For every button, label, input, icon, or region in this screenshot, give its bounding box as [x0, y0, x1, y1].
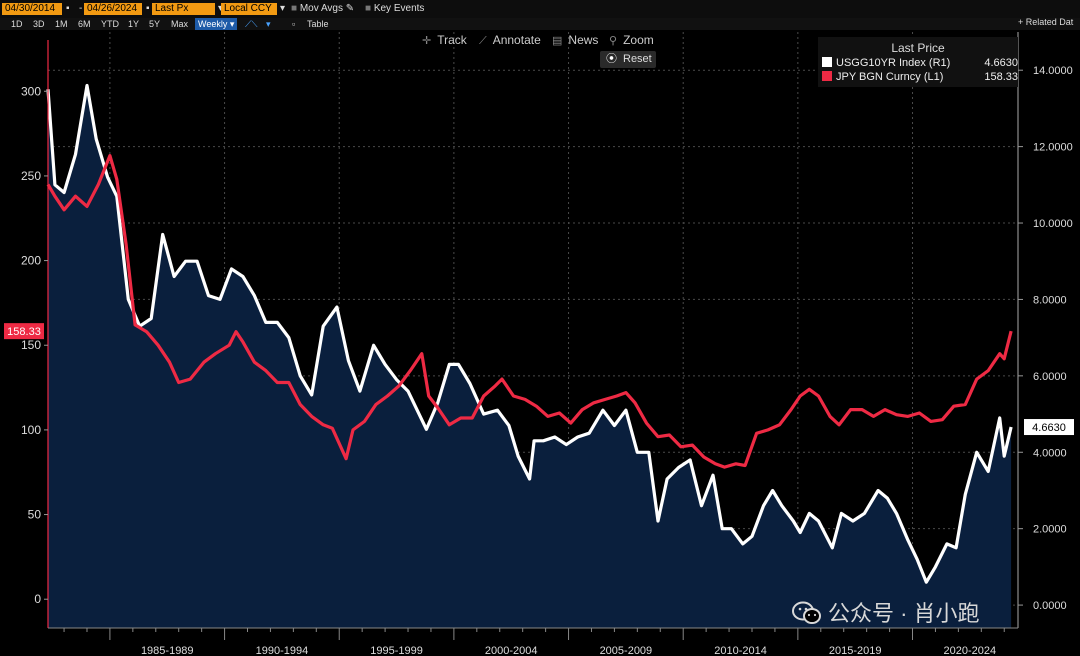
legend-name: JPY BGN Curncy (L1) [836, 71, 944, 83]
period-max[interactable]: Max [171, 19, 189, 29]
key-events-toggle[interactable]: ■ Key Events [362, 3, 427, 15]
legend-swatch [822, 71, 832, 81]
pencil-icon: ✎ [345, 3, 355, 14]
reset-button[interactable]: ⦿ Reset [600, 51, 656, 68]
right-tick-label: 8.0000 [1033, 294, 1067, 306]
watermark: 公众号 · 肖小跑 [792, 596, 980, 628]
period-3d[interactable]: 3D [33, 19, 45, 29]
top-toolbar: 04/30/2014 ▪ - 04/26/2024 ▪ Last Px ▾ Lo… [0, 0, 1080, 18]
annotate-button[interactable]: ⟋ Annotate [475, 31, 547, 49]
watermark-text: 公众号 · 肖小跑 [828, 601, 980, 626]
right-tick-label: 0.0000 [1033, 600, 1067, 612]
x-tick-label: 1990-1994 [256, 645, 309, 656]
x-tick-label: 2005-2009 [600, 645, 653, 656]
field-select[interactable]: Last Px [152, 3, 215, 15]
left-value-badge-text: 158.33 [7, 326, 41, 338]
annotate-label: Annotate [492, 33, 541, 47]
legend-swatch [822, 57, 832, 67]
legend-value: 4.6630 [984, 57, 1018, 69]
crosshair-icon: ✛ [422, 35, 432, 47]
left-tick-label: 300 [21, 84, 41, 98]
left-tick-label: 200 [21, 254, 41, 268]
checkbox-icon: ■ [365, 3, 372, 14]
period-1d[interactable]: 1D [11, 19, 23, 29]
mov-avgs-toggle[interactable]: ■ Mov Avgs ✎ [288, 3, 357, 15]
period-1m[interactable]: 1M [55, 19, 68, 29]
right-tick-label: 6.0000 [1033, 371, 1067, 383]
reset-label: Reset [623, 53, 652, 65]
chevron-down-icon[interactable]: ▾ [266, 19, 271, 29]
legend-item-usgg10yr[interactable]: USGG10YR Index (R1) 4.6630 [822, 56, 1018, 70]
wechat-icon [792, 601, 821, 624]
calendar-icon[interactable]: ▪ [146, 3, 150, 14]
left-tick-label: 150 [21, 338, 41, 352]
zoom-label: Zoom [623, 33, 654, 47]
series-line-jpy [46, 154, 1013, 469]
currency-select[interactable]: Local CCY [221, 3, 277, 15]
track-label: Track [437, 33, 467, 47]
related-data-link[interactable]: + Related Dat [1018, 17, 1074, 27]
calendar-icon[interactable]: ▪ [66, 3, 70, 14]
right-value-badge-text: 4.6630 [1032, 422, 1066, 434]
x-tick-label: 2000-2004 [485, 645, 538, 656]
x-tick-label: 2015-2019 [829, 645, 882, 656]
key-events-label: Key Events [373, 3, 425, 14]
chart-type-icon[interactable]: ⟋⟍ [245, 19, 258, 29]
pencil-icon: ⟋ [479, 35, 487, 47]
left-tick-label: 100 [21, 423, 41, 437]
right-tick-label: 14.0000 [1033, 65, 1073, 77]
left-tick-label: 50 [28, 508, 42, 522]
table-icon[interactable]: ▫ [292, 19, 296, 29]
left-value-badge [4, 323, 44, 340]
frequency-select[interactable]: Weekly ▾ [195, 18, 238, 30]
x-tick-label: 1995-1999 [370, 645, 423, 656]
right-tick-label: 2.0000 [1033, 524, 1067, 536]
period-5y[interactable]: 5Y [149, 19, 161, 29]
x-tick-label: 2010-2014 [714, 645, 767, 656]
news-label: News [568, 33, 599, 47]
end-date-input[interactable]: 04/26/2024 [84, 3, 142, 15]
frequency-label: Weekly [198, 19, 228, 29]
right-tick-label: 10.0000 [1033, 218, 1073, 230]
date-separator: - [79, 3, 83, 14]
table-button[interactable]: Table [307, 19, 329, 29]
mov-avgs-label: Mov Avgs [299, 3, 343, 14]
period-6m[interactable]: 6M [78, 19, 91, 29]
news-icon: ▤ [552, 35, 563, 47]
right-tick-label: 12.0000 [1033, 142, 1073, 154]
chevron-down-icon[interactable]: ▾ [215, 3, 223, 15]
series-area-usgg10yr [48, 85, 1012, 628]
legend: Last Price USGG10YR Index (R1) 4.6630 JPY… [818, 37, 1018, 87]
right-value-badge [1024, 419, 1074, 436]
zoom-button[interactable]: ⚲ Zoom [605, 31, 660, 49]
x-tick-label: 1985-1989 [141, 645, 194, 656]
left-tick-label: 0 [34, 592, 41, 606]
checkbox-icon: ■ [291, 3, 298, 14]
period-ytd[interactable]: YTD [101, 19, 119, 29]
right-tick-label: 4.0000 [1033, 447, 1067, 459]
start-date-input[interactable]: 04/30/2014 [2, 3, 62, 15]
chevron-down-icon[interactable]: ▾ [280, 3, 286, 14]
legend-name: USGG10YR Index (R1) [836, 57, 951, 69]
legend-title: Last Price [891, 41, 945, 55]
legend-item-jpy[interactable]: JPY BGN Curncy (L1) 158.33 [822, 70, 1018, 84]
magnifier-icon: ⚲ [609, 35, 618, 47]
legend-value: 158.33 [984, 71, 1018, 83]
period-1y[interactable]: 1Y [128, 19, 140, 29]
period-bar: 1D 3D 1M 6M YTD 1Y 5Y Max Weekly ▾ ⟋⟍ ▾ … [0, 18, 1080, 30]
x-tick-label: 2020-2024 [944, 645, 997, 656]
left-tick-label: 250 [21, 169, 41, 183]
series-line-usgg10yr [46, 83, 1013, 584]
news-button[interactable]: ▤ News [548, 31, 604, 49]
track-button[interactable]: ✛ Track [418, 31, 473, 49]
reset-icon: ⦿ [606, 53, 617, 65]
